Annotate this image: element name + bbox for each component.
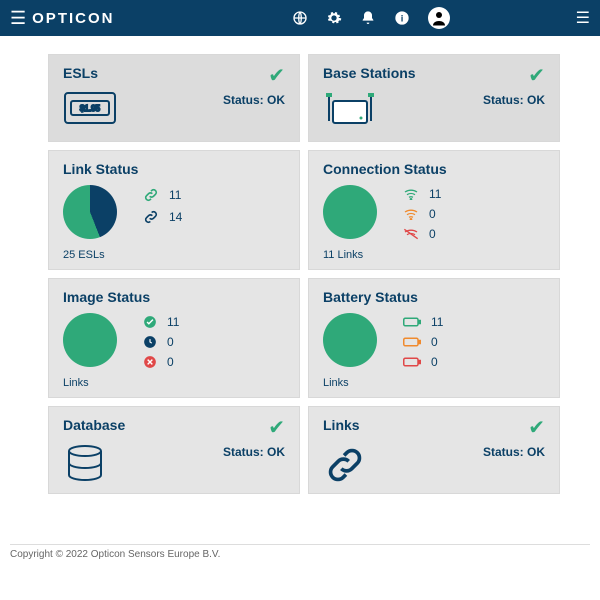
card-title: Connection Status [323, 161, 545, 177]
brand-logo: OPTICON [32, 10, 114, 27]
legend-value: 0 [429, 227, 443, 241]
img-pie-chart [63, 313, 117, 367]
info-icon[interactable]: i [394, 10, 410, 26]
dashboard-content: ESLs ✔ Status: OK $1.95 Base Stations ✔ … [0, 36, 600, 500]
svg-text:i: i [401, 13, 404, 23]
card-title: Link Status [63, 161, 285, 177]
legend-value: 11 [429, 187, 443, 201]
legend-value: 14 [169, 210, 183, 224]
database-icon [63, 443, 107, 487]
menu-icon[interactable]: ☰ [10, 8, 26, 29]
battery-icon [403, 337, 421, 347]
wifi-off-icon [403, 228, 419, 240]
batt-legend: 11 0 0 [403, 315, 445, 369]
link-icon [323, 443, 367, 487]
base-station-icon [323, 91, 377, 129]
topbar-icons: i [292, 7, 450, 29]
link-broken-icon [143, 209, 159, 225]
status-text: Status: OK [223, 445, 285, 459]
x-circle-icon [143, 355, 157, 369]
card-title: Battery Status [323, 289, 545, 305]
svg-text:$1.95: $1.95 [80, 104, 101, 113]
legend-value: 0 [431, 335, 445, 349]
card-caption: 11 Links [323, 249, 363, 261]
conn-pie-chart [323, 185, 377, 239]
footer-text: Copyright © 2022 Opticon Sensors Europe … [0, 549, 600, 560]
check-circle-icon [143, 315, 157, 329]
status-text: Status: OK [483, 93, 545, 107]
card-esls[interactable]: ESLs ✔ Status: OK $1.95 [48, 54, 300, 142]
card-title: Base Stations [323, 65, 545, 81]
topbar: ☰ OPTICON i ☰ [0, 0, 600, 36]
legend-row: 0 [403, 335, 445, 349]
legend-value: 0 [167, 335, 181, 349]
footer-divider [10, 544, 590, 545]
card-title: Links [323, 417, 545, 433]
card-links[interactable]: Links ✔ Status: OK [308, 406, 560, 494]
card-caption: 25 ESLs [63, 249, 105, 261]
legend-row: 0 [143, 335, 181, 349]
check-icon: ✔ [268, 415, 285, 440]
link-pie-chart [63, 185, 117, 239]
esl-tag-icon: $1.95 [63, 91, 117, 125]
legend-row: 0 [143, 355, 181, 369]
batt-pie-chart [323, 313, 377, 367]
right-menu-icon[interactable]: ☰ [576, 8, 590, 28]
legend-value: 11 [431, 315, 445, 329]
legend-row: 11 [403, 187, 443, 201]
card-base-stations[interactable]: Base Stations ✔ Status: OK [308, 54, 560, 142]
wifi-icon [403, 188, 419, 200]
legend-row: 0 [403, 227, 443, 241]
card-battery-status[interactable]: Battery Status 11 0 0 Links [308, 278, 560, 398]
battery-icon [403, 317, 421, 327]
legend-value: 11 [169, 188, 183, 202]
card-caption: Links [323, 377, 349, 389]
legend-row: 0 [403, 355, 445, 369]
link-ok-icon [143, 187, 159, 203]
link-legend: 11 14 [143, 187, 183, 225]
legend-row: 11 [403, 315, 445, 329]
card-title: Database [63, 417, 285, 433]
img-legend: 11 0 0 [143, 315, 181, 369]
check-icon: ✔ [528, 415, 545, 440]
card-title: Image Status [63, 289, 285, 305]
wifi-icon [403, 208, 419, 220]
card-connection-status[interactable]: Connection Status 11 0 0 11 Links [308, 150, 560, 270]
clock-icon [143, 335, 157, 349]
legend-value: 11 [167, 315, 181, 329]
card-title: ESLs [63, 65, 285, 81]
legend-value: 0 [431, 355, 445, 369]
status-text: Status: OK [223, 93, 285, 107]
legend-row: 11 [143, 315, 181, 329]
card-image-status[interactable]: Image Status 11 0 0 Links [48, 278, 300, 398]
legend-value: 0 [429, 207, 443, 221]
status-text: Status: OK [483, 445, 545, 459]
card-caption: Links [63, 377, 89, 389]
card-link-status[interactable]: Link Status 11 14 25 ESLs [48, 150, 300, 270]
gear-icon[interactable] [326, 10, 342, 26]
legend-row: 14 [143, 209, 183, 225]
check-icon: ✔ [268, 63, 285, 88]
card-database[interactable]: Database ✔ Status: OK [48, 406, 300, 494]
legend-row: 0 [403, 207, 443, 221]
legend-row: 11 [143, 187, 183, 203]
bell-icon[interactable] [360, 10, 376, 26]
conn-legend: 11 0 0 [403, 187, 443, 241]
legend-value: 0 [167, 355, 181, 369]
globe-icon[interactable] [292, 10, 308, 26]
check-icon: ✔ [528, 63, 545, 88]
battery-icon [403, 357, 421, 367]
user-avatar[interactable] [428, 7, 450, 29]
